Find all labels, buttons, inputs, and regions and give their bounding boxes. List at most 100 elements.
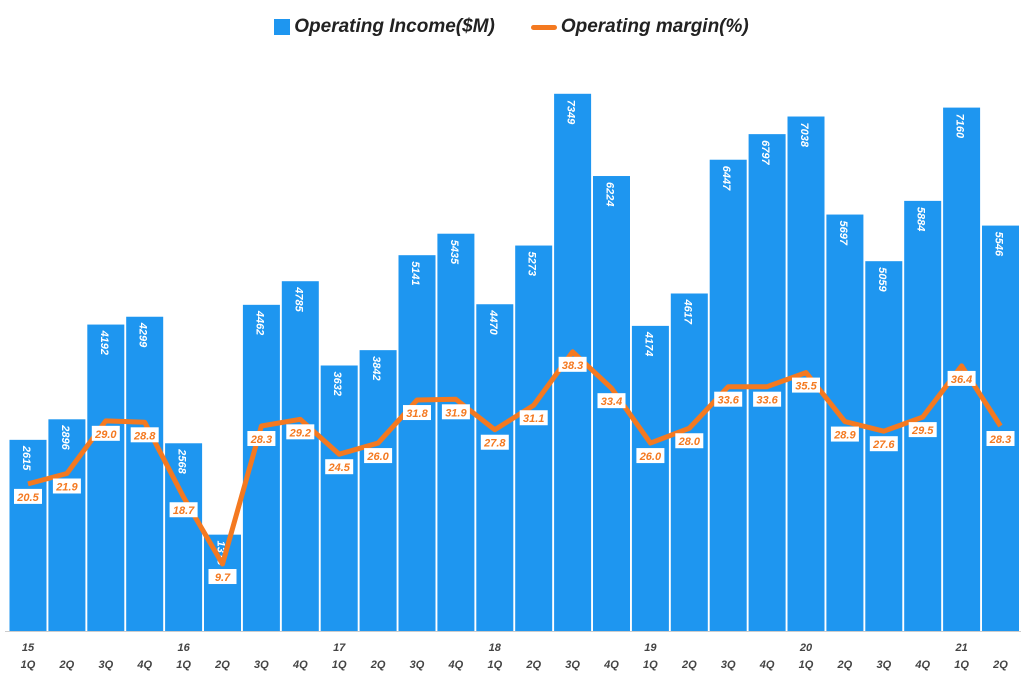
bar-value-label: 6797 — [759, 140, 771, 165]
bar-value-label: 5435 — [448, 240, 460, 265]
margin-value-label: 36.4 — [951, 374, 972, 386]
margin-value-label: 29.0 — [94, 429, 117, 441]
x-tick-quarter: 4Q — [603, 659, 619, 671]
bar — [281, 281, 319, 631]
margin-label-box — [403, 405, 431, 421]
margin-label-box — [869, 436, 898, 452]
x-tick-year: 16 — [177, 642, 190, 654]
bar-value-label: 4470 — [487, 309, 499, 335]
bar-value-label: 3842 — [370, 356, 382, 380]
margin-label-box — [947, 370, 976, 386]
legend-swatch-line — [530, 24, 557, 30]
margin-value-label: 28.0 — [678, 436, 701, 448]
margin-value-label: 18.7 — [173, 505, 195, 517]
margin-value-label: 26.0 — [639, 451, 662, 463]
x-tick-quarter: 3Q — [410, 659, 425, 671]
margin-label-box — [325, 459, 354, 475]
legend-label-income: Operating Income($M) — [294, 16, 495, 37]
bar — [320, 365, 358, 631]
margin-label-box — [286, 424, 315, 440]
margin-value-label: 20.5 — [16, 492, 39, 504]
bar-value-label: 7160 — [954, 114, 966, 139]
margin-label-box — [908, 422, 937, 438]
margin-label-box — [675, 433, 704, 449]
margin-label-box — [169, 502, 198, 518]
x-tick-quarter: 1Q — [643, 659, 658, 671]
bar — [631, 325, 669, 631]
margin-value-label: 28.9 — [833, 430, 856, 442]
bar-value-label: 2568 — [176, 448, 188, 474]
margin-value-label: 31.1 — [523, 413, 544, 425]
legend: Operating Income($M) Operating margin(%) — [0, 16, 1023, 38]
x-tick-quarter: 4Q — [292, 659, 308, 671]
margin-label-box — [753, 391, 782, 407]
bar-value-label: 7038 — [798, 123, 810, 148]
margin-label-box — [714, 391, 743, 407]
margin-label-box — [519, 410, 548, 426]
bar-value-label: 4192 — [98, 330, 110, 355]
bar — [398, 255, 436, 631]
bar-value-label: 5697 — [837, 221, 849, 246]
x-tick-quarter: 1Q — [332, 659, 347, 671]
margin-value-label: 24.5 — [327, 462, 350, 474]
bar-value-label: 4299 — [137, 322, 149, 348]
x-tick-year: 21 — [954, 642, 967, 654]
x-tick-quarter: 1Q — [487, 659, 502, 671]
margin-label-box — [91, 425, 120, 441]
bar — [48, 419, 86, 631]
x-tick-quarter: 2Q — [214, 659, 230, 671]
bar-value-label: 2615 — [20, 445, 32, 471]
x-tick-quarter: 4Q — [136, 659, 152, 671]
margin-value-label: 35.5 — [795, 381, 817, 393]
x-tick-quarter: 3Q — [721, 659, 736, 671]
x-tick-quarter: 2Q — [370, 659, 386, 671]
bar — [9, 439, 47, 631]
margin-label-box — [636, 448, 665, 464]
margin-value-label: 21.9 — [55, 482, 78, 494]
bar-value-label: 4174 — [642, 331, 654, 356]
legend-label-margin: Operating margin(%) — [560, 16, 749, 37]
margin-label-box — [52, 478, 81, 494]
bar-value-label: 6224 — [604, 182, 616, 206]
x-tick-quarter: 3Q — [565, 659, 580, 671]
x-tick-quarter: 1Q — [954, 659, 969, 671]
x-tick-quarter: 2Q — [837, 659, 853, 671]
legend-swatch-bar — [274, 19, 291, 35]
bar — [515, 245, 553, 631]
margin-value-label: 27.8 — [483, 438, 506, 450]
bar-value-label: 5546 — [993, 232, 1005, 257]
margin-value-label: 27.6 — [872, 439, 895, 451]
margin-label-box — [597, 393, 626, 409]
margin-value-label: 29.2 — [289, 427, 311, 439]
bar-value-label: 7349 — [565, 100, 577, 125]
margin-value-label: 26.0 — [366, 451, 389, 463]
bar-value-label: 5059 — [876, 267, 888, 292]
margin-value-label: 29.5 — [911, 425, 934, 437]
bar-value-label: 5884 — [915, 207, 927, 231]
x-tick-year: 18 — [489, 642, 502, 654]
margin-value-label: 31.9 — [445, 407, 467, 419]
margin-label-box — [986, 431, 1015, 447]
x-tick-year: 20 — [799, 642, 813, 654]
bar — [982, 225, 1019, 631]
bar — [476, 304, 514, 631]
margin-value-label: 28.8 — [133, 430, 156, 442]
bar-value-label: 4462 — [253, 310, 265, 335]
margin-label-box — [208, 569, 237, 585]
bar-value-label: 4785 — [292, 286, 304, 312]
bar-value-label: 2896 — [59, 424, 71, 450]
margin-label-box — [364, 448, 393, 464]
bar-value-label: 6447 — [720, 166, 732, 191]
bar-value-label: 5273 — [526, 252, 538, 276]
x-tick-quarter: 2Q — [992, 659, 1008, 671]
margin-value-label: 31.8 — [406, 408, 428, 420]
x-tick-quarter: 1Q — [176, 659, 191, 671]
margin-value-label: 33.4 — [601, 396, 622, 408]
x-tick-year: 17 — [333, 642, 346, 654]
x-tick-quarter: 1Q — [21, 659, 36, 671]
margin-value-label: 38.3 — [562, 360, 583, 372]
bar — [359, 350, 397, 631]
bar-value-label: 3632 — [331, 372, 343, 396]
x-tick-quarter: 3Q — [254, 659, 269, 671]
